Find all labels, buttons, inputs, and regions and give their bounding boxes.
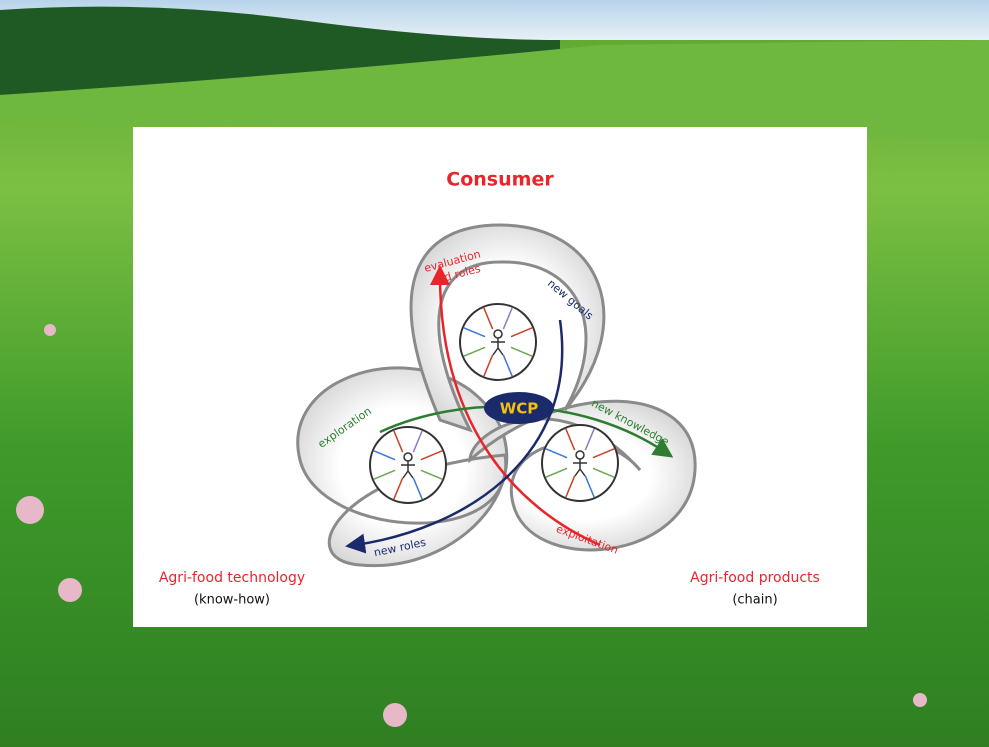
slide: Consumer WCP evaluation old roles new go… (0, 0, 989, 747)
corner-title: Agri-food technology (159, 570, 305, 586)
diagram-title: Consumer (446, 169, 554, 191)
corner-subtitle: (chain) (732, 593, 777, 608)
corner-title: Agri-food products (690, 570, 820, 586)
corner-subtitle: (know-how) (194, 593, 270, 608)
wcp-label: WCP (500, 400, 539, 418)
page: Consumer WCP evaluation old roles new go… (0, 0, 989, 747)
